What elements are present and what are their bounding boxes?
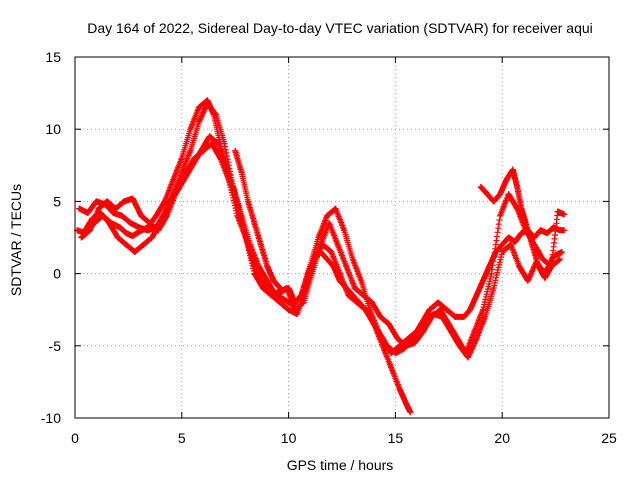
series-track-e (232, 147, 284, 292)
y-axis-label: SDTVAR / TECUs (8, 184, 24, 296)
chart-title: Day 164 of 2022, Sidereal Day-to-day VTE… (87, 20, 593, 36)
series-track-a (74, 97, 414, 416)
y-tick-label: 15 (45, 49, 61, 65)
y-tick-labels: -10 -5 0 5 10 15 (41, 49, 61, 426)
series-markers (74, 97, 413, 415)
x-tick-label: 20 (494, 430, 510, 446)
x-tick-label: 15 (388, 430, 404, 446)
series-markers (232, 147, 283, 291)
y-tick-label: 0 (53, 266, 61, 282)
x-tick-labels: 0 5 10 15 20 25 (71, 430, 617, 446)
tick-marks (74, 56, 610, 419)
series-track-d (80, 140, 566, 361)
x-tick-label: 0 (71, 430, 79, 446)
series-markers (76, 100, 567, 356)
series-markers (477, 166, 567, 281)
series-track-f (477, 166, 568, 281)
series-track-b (76, 100, 568, 357)
y-tick-label: -5 (49, 338, 62, 354)
plot-frame (74, 56, 610, 419)
series-markers (80, 140, 565, 361)
y-tick-label: -10 (41, 410, 61, 426)
x-tick-label: 25 (601, 430, 617, 446)
x-axis-label: GPS time / hours (287, 457, 394, 473)
x-tick-label: 5 (178, 430, 186, 446)
y-tick-label: 10 (45, 121, 61, 137)
data-layer (74, 97, 568, 416)
x-tick-label: 10 (281, 430, 297, 446)
y-tick-label: 5 (53, 193, 61, 209)
